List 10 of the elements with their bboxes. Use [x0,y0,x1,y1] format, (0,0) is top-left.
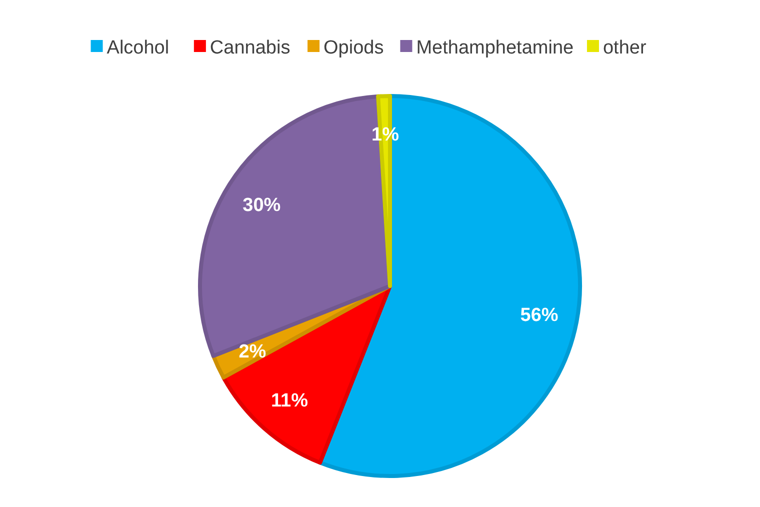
data-label: 11% [270,390,308,412]
data-label: 30% [242,195,281,216]
legend-label: Opiods [324,38,384,59]
data-label: 56% [520,305,558,326]
data-label: 2% [238,341,266,362]
legend-label: Alcohol [106,38,170,59]
pie-slice [318,94,582,478]
legend-label: Methamphetamine [416,38,574,59]
legend-label: other [602,38,647,59]
legend-label: Cannabis [210,38,290,59]
